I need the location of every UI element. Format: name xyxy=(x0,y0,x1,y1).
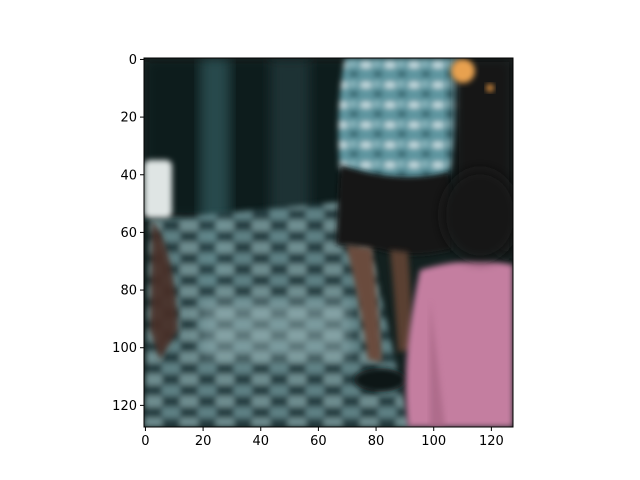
x-tick-label: 120 xyxy=(479,434,504,449)
person-leg xyxy=(346,245,382,362)
small-orange-light xyxy=(486,84,494,92)
x-axis: 0 20 40 60 80 100 120 xyxy=(141,427,504,449)
dark-hair xyxy=(442,170,513,260)
y-tick-label: 60 xyxy=(120,226,137,241)
person-leg xyxy=(390,250,412,352)
foot-shadow xyxy=(354,368,406,392)
x-tick-label: 20 xyxy=(195,434,212,449)
pink-shirt-shade xyxy=(430,300,445,427)
plot-frame xyxy=(143,57,514,428)
x-tick-label: 60 xyxy=(310,434,327,449)
photo xyxy=(144,58,513,427)
x-tick-label: 40 xyxy=(252,434,269,449)
dark-shorts xyxy=(336,165,452,255)
y-tick-label: 80 xyxy=(120,284,137,299)
y-axis: 0 20 40 60 80 100 120 xyxy=(112,53,144,414)
y-tick-label: 20 xyxy=(120,111,137,126)
x-tick-label: 80 xyxy=(368,434,385,449)
x-tick-label: 0 xyxy=(141,434,149,449)
white-object xyxy=(144,160,172,218)
x-tick-label: 100 xyxy=(421,434,446,449)
y-tick-label: 120 xyxy=(112,399,137,414)
y-tick-label: 100 xyxy=(112,341,137,356)
left-leg xyxy=(150,220,178,360)
pink-shirt xyxy=(405,261,513,427)
patterned-shirt xyxy=(338,58,460,182)
orange-light xyxy=(451,59,475,83)
y-tick-label: 40 xyxy=(120,168,137,183)
floor-highlight xyxy=(200,300,350,360)
y-tick-label: 0 xyxy=(129,53,137,68)
